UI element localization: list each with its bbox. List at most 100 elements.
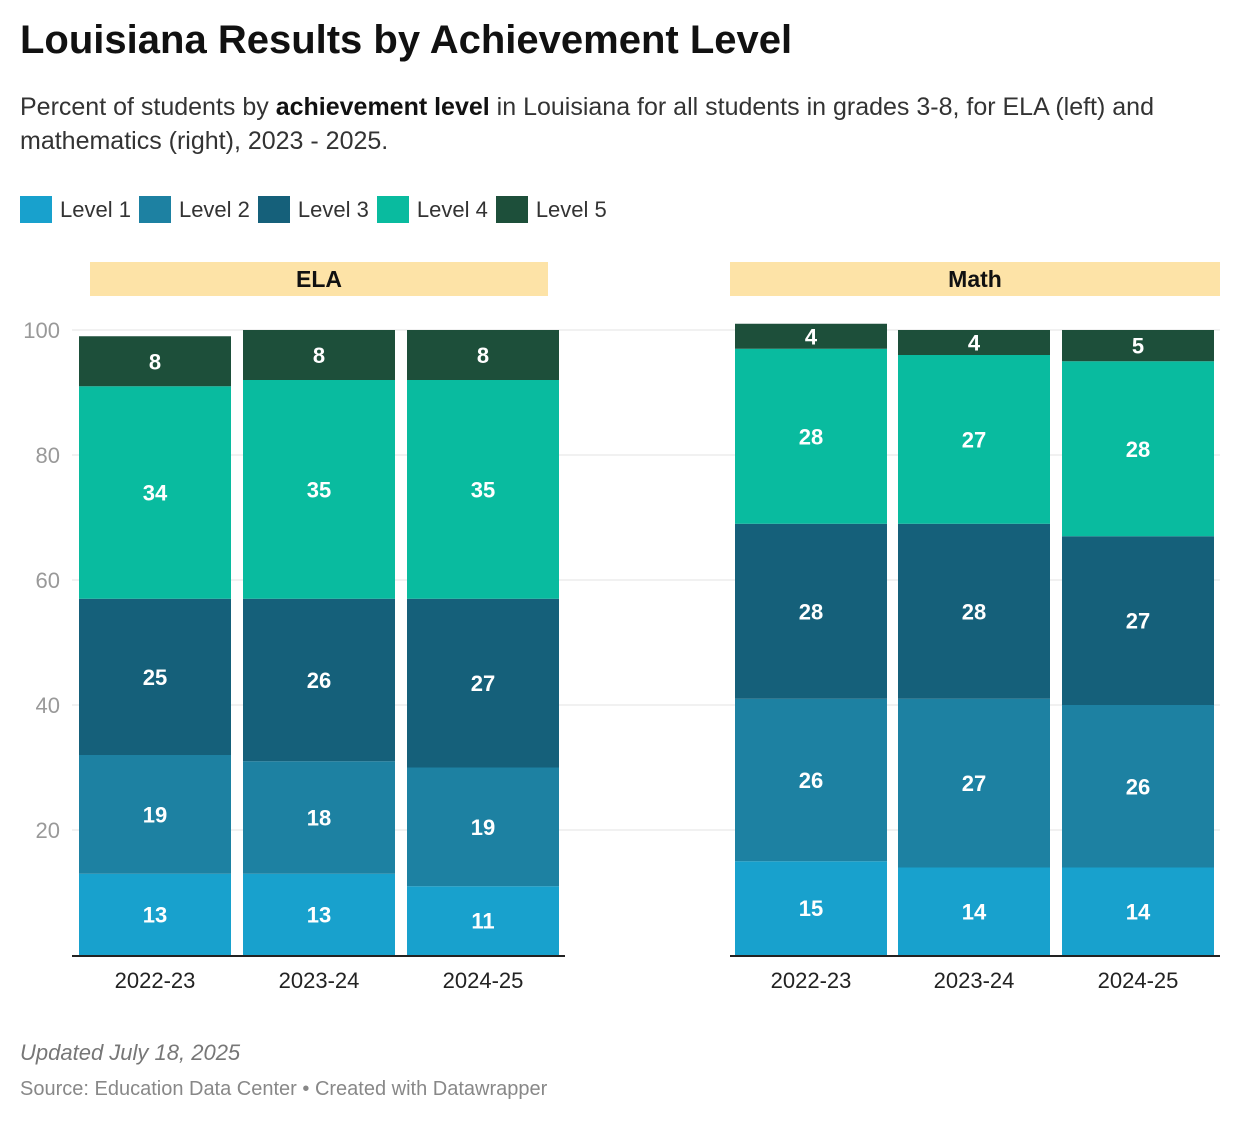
x-tick-label: 2024-25: [1098, 968, 1179, 993]
bar-segment: [79, 598, 231, 755]
bar-segment: [79, 755, 231, 874]
bar-segment: [407, 598, 559, 768]
subtitle-text-end: in Louisiana for all students in grades …: [20, 93, 1154, 155]
data-label: 13: [307, 902, 331, 927]
bar-segment: [1062, 361, 1214, 537]
data-label: 4: [805, 324, 818, 349]
data-label: 27: [1126, 609, 1150, 634]
bar-segment: [79, 873, 231, 955]
bar-segment: [1062, 536, 1214, 705]
facet-header: [730, 262, 1220, 296]
facet-title: Math: [948, 266, 1002, 292]
bar-segment: [243, 761, 395, 874]
legend-swatch: [138, 196, 171, 223]
legend: Level 1 Level 2 Level 3 Level 4 Level 5: [20, 196, 607, 223]
legend-swatch: [376, 196, 409, 223]
bar-segment: [735, 523, 887, 699]
x-tick-label: 2022-23: [771, 968, 852, 993]
bar-segment: [243, 873, 395, 955]
bar-segment: [1062, 330, 1214, 362]
data-label: 8: [313, 343, 325, 368]
bar-segment: [898, 867, 1050, 955]
bar-segment: [243, 380, 395, 599]
data-label: 18: [307, 806, 331, 831]
legend-swatch: [20, 196, 52, 223]
data-label: 34: [143, 481, 168, 506]
data-label: 28: [799, 599, 823, 624]
data-label: 5: [1132, 334, 1144, 359]
y-tick-label: 100: [23, 318, 60, 343]
data-label: 8: [477, 343, 489, 368]
bar-segment: [407, 767, 559, 887]
data-label: 14: [1126, 899, 1151, 924]
legend-item: Level 3: [257, 196, 369, 223]
data-label: 26: [1126, 774, 1150, 799]
bar-segment: [79, 336, 231, 387]
data-label: 14: [962, 899, 987, 924]
data-label: 35: [471, 477, 495, 502]
x-tick-label: 2024-25: [443, 968, 524, 993]
data-label: 25: [143, 665, 167, 690]
legend-swatch: [257, 196, 290, 223]
bar-segment: [79, 386, 231, 599]
legend-item: Level 2: [138, 196, 250, 223]
data-label: 28: [962, 599, 986, 624]
y-tick-label: 40: [36, 693, 60, 718]
bar-segment: [735, 348, 887, 524]
legend-item: Level 4: [376, 196, 488, 223]
updated-note: Updated July 18, 2025: [20, 1040, 241, 1065]
y-tick-label: 20: [36, 818, 60, 843]
x-tick-label: 2023-24: [934, 968, 1015, 993]
bar-segment: [407, 380, 559, 599]
data-label: 28: [1126, 437, 1150, 462]
legend-item: Level 1: [20, 196, 131, 223]
y-tick-label: 80: [36, 443, 60, 468]
subtitle-text: Percent of students by: [20, 93, 276, 121]
data-label: 35: [307, 477, 331, 502]
legend-label: Level 1: [60, 196, 131, 222]
bar-segment: [898, 330, 1050, 355]
data-label: 26: [799, 768, 823, 793]
data-label: 19: [471, 815, 495, 840]
bar-segment: [243, 330, 395, 380]
bar-segment: [735, 698, 887, 862]
data-label: 27: [962, 427, 986, 452]
data-label: 28: [799, 424, 823, 449]
legend-label: Level 3: [297, 196, 369, 222]
bar-segment: [407, 886, 559, 955]
data-label: 13: [143, 902, 167, 927]
bar-segment: [1062, 867, 1214, 955]
legend-label: Level 5: [535, 196, 607, 222]
bar-segment: [898, 355, 1050, 524]
legend-item: Level 5: [495, 196, 607, 223]
bar-segment: [735, 861, 887, 955]
x-tick-label: 2022-23: [115, 968, 196, 993]
bar-segment: [1062, 705, 1214, 868]
bar-segment: [407, 330, 559, 380]
data-label: 26: [307, 668, 331, 693]
data-label: 15: [799, 896, 823, 921]
data-label: 27: [962, 771, 986, 796]
x-tick-label: 2023-24: [279, 968, 360, 993]
data-label: 19: [143, 802, 167, 827]
legend-label: Level 4: [416, 196, 488, 222]
data-label: 4: [968, 331, 981, 356]
chart-subtitle: Percent of students by achievement level…: [20, 90, 1200, 158]
source-note: Source: Education Data Center • Created …: [20, 1078, 548, 1100]
data-label: 8: [149, 349, 161, 374]
bar-segment: [735, 323, 887, 349]
facet-title: ELA: [296, 266, 342, 292]
bar-segment: [243, 598, 395, 762]
chart-title: Louisiana Results by Achievement Level: [20, 18, 793, 62]
data-label: 11: [471, 909, 494, 934]
bar-segment: [898, 698, 1050, 868]
bar-segment: [898, 523, 1050, 699]
legend-swatch: [495, 196, 528, 223]
facet-header: [90, 262, 548, 296]
legend-label: Level 2: [178, 196, 250, 222]
y-tick-label: 60: [36, 568, 60, 593]
subtitle-bold: achievement level: [275, 93, 490, 121]
data-label: 27: [471, 671, 495, 696]
